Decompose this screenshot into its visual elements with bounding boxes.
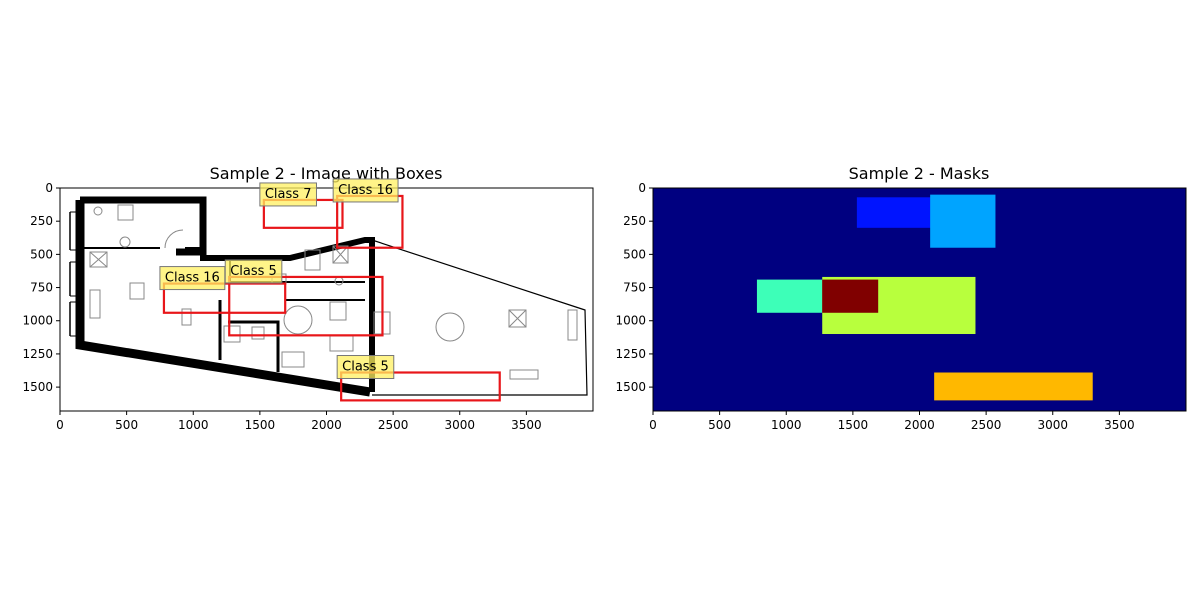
left-xtick-label-2500: 2500: [378, 418, 409, 432]
right-ytick-label-250: 250: [623, 214, 646, 228]
box-label-5: Class 5: [342, 360, 389, 375]
left-ytick-label-250: 250: [30, 214, 53, 228]
box-label-bg-4: [224, 259, 283, 284]
box-label-bg-2: [332, 178, 399, 203]
right-title: Sample 2 - Masks: [849, 164, 990, 183]
floor-plan-image: [60, 188, 593, 411]
panel-masks: Sample 2 - Masks 0 500 1000 1500 2000 2500 300…: [615, 164, 1187, 432]
mask-region-5: [822, 279, 879, 313]
mask-region-2: [930, 194, 996, 248]
right-xtick-label-1000: 1000: [771, 418, 802, 432]
left-ytick-label-1500: 1500: [22, 380, 53, 394]
left-ytick-label-750: 750: [30, 281, 53, 295]
right-ytick-label-1500: 1500: [615, 380, 646, 394]
left-ytick-label-500: 500: [30, 247, 53, 261]
box-label-2: Class 16: [338, 183, 393, 198]
box-label-1: Class 7: [265, 187, 312, 202]
left-xtick-label-1500: 1500: [245, 418, 276, 432]
right-xtick-label-2500: 2500: [971, 418, 1002, 432]
right-xtick-label-500: 500: [708, 418, 731, 432]
right-xtick-label-3500: 3500: [1104, 418, 1135, 432]
box-label-4: Class 5: [230, 264, 277, 279]
left-xtick-label-500: 500: [115, 418, 138, 432]
box-label-bg-1: [259, 182, 317, 207]
left-ytick-label-1000: 1000: [22, 314, 53, 328]
left-xtick-label-2000: 2000: [311, 418, 342, 432]
right-xtick-label-1500: 1500: [838, 418, 869, 432]
mask-region-3: [756, 279, 823, 313]
left-xtick-label-1000: 1000: [178, 418, 209, 432]
right-ytick-label-1250: 1250: [615, 347, 646, 361]
right-xtick-label-3000: 3000: [1037, 418, 1068, 432]
panel-image-with-boxes: Sample 2 - Image with Boxes: [22, 164, 594, 432]
right-ytick-label-1000: 1000: [615, 314, 646, 328]
right-ytick-label-750: 750: [623, 281, 646, 295]
left-xtick-label-3000: 3000: [444, 418, 475, 432]
box-label-3: Class 16: [165, 271, 220, 286]
left-xtick-label-0: 0: [56, 418, 64, 432]
left-title: Sample 2 - Image with Boxes: [210, 164, 443, 183]
box-label-bg-5: [336, 355, 395, 380]
left-ytick-label-1250: 1250: [22, 347, 53, 361]
left-xtick-label-3500: 3500: [511, 418, 542, 432]
right-xtick-label-0: 0: [649, 418, 657, 432]
bounding-box-4: [228, 275, 384, 337]
right-ytick-label-500: 500: [623, 247, 646, 261]
mask-region-6: [934, 372, 1093, 401]
right-xtick-label-2000: 2000: [904, 418, 935, 432]
left-ytick-label-0: 0: [45, 181, 53, 195]
right-ytick-label-0: 0: [638, 181, 646, 195]
bounding-box-5: [340, 371, 501, 402]
mask-region-1: [856, 197, 936, 228]
